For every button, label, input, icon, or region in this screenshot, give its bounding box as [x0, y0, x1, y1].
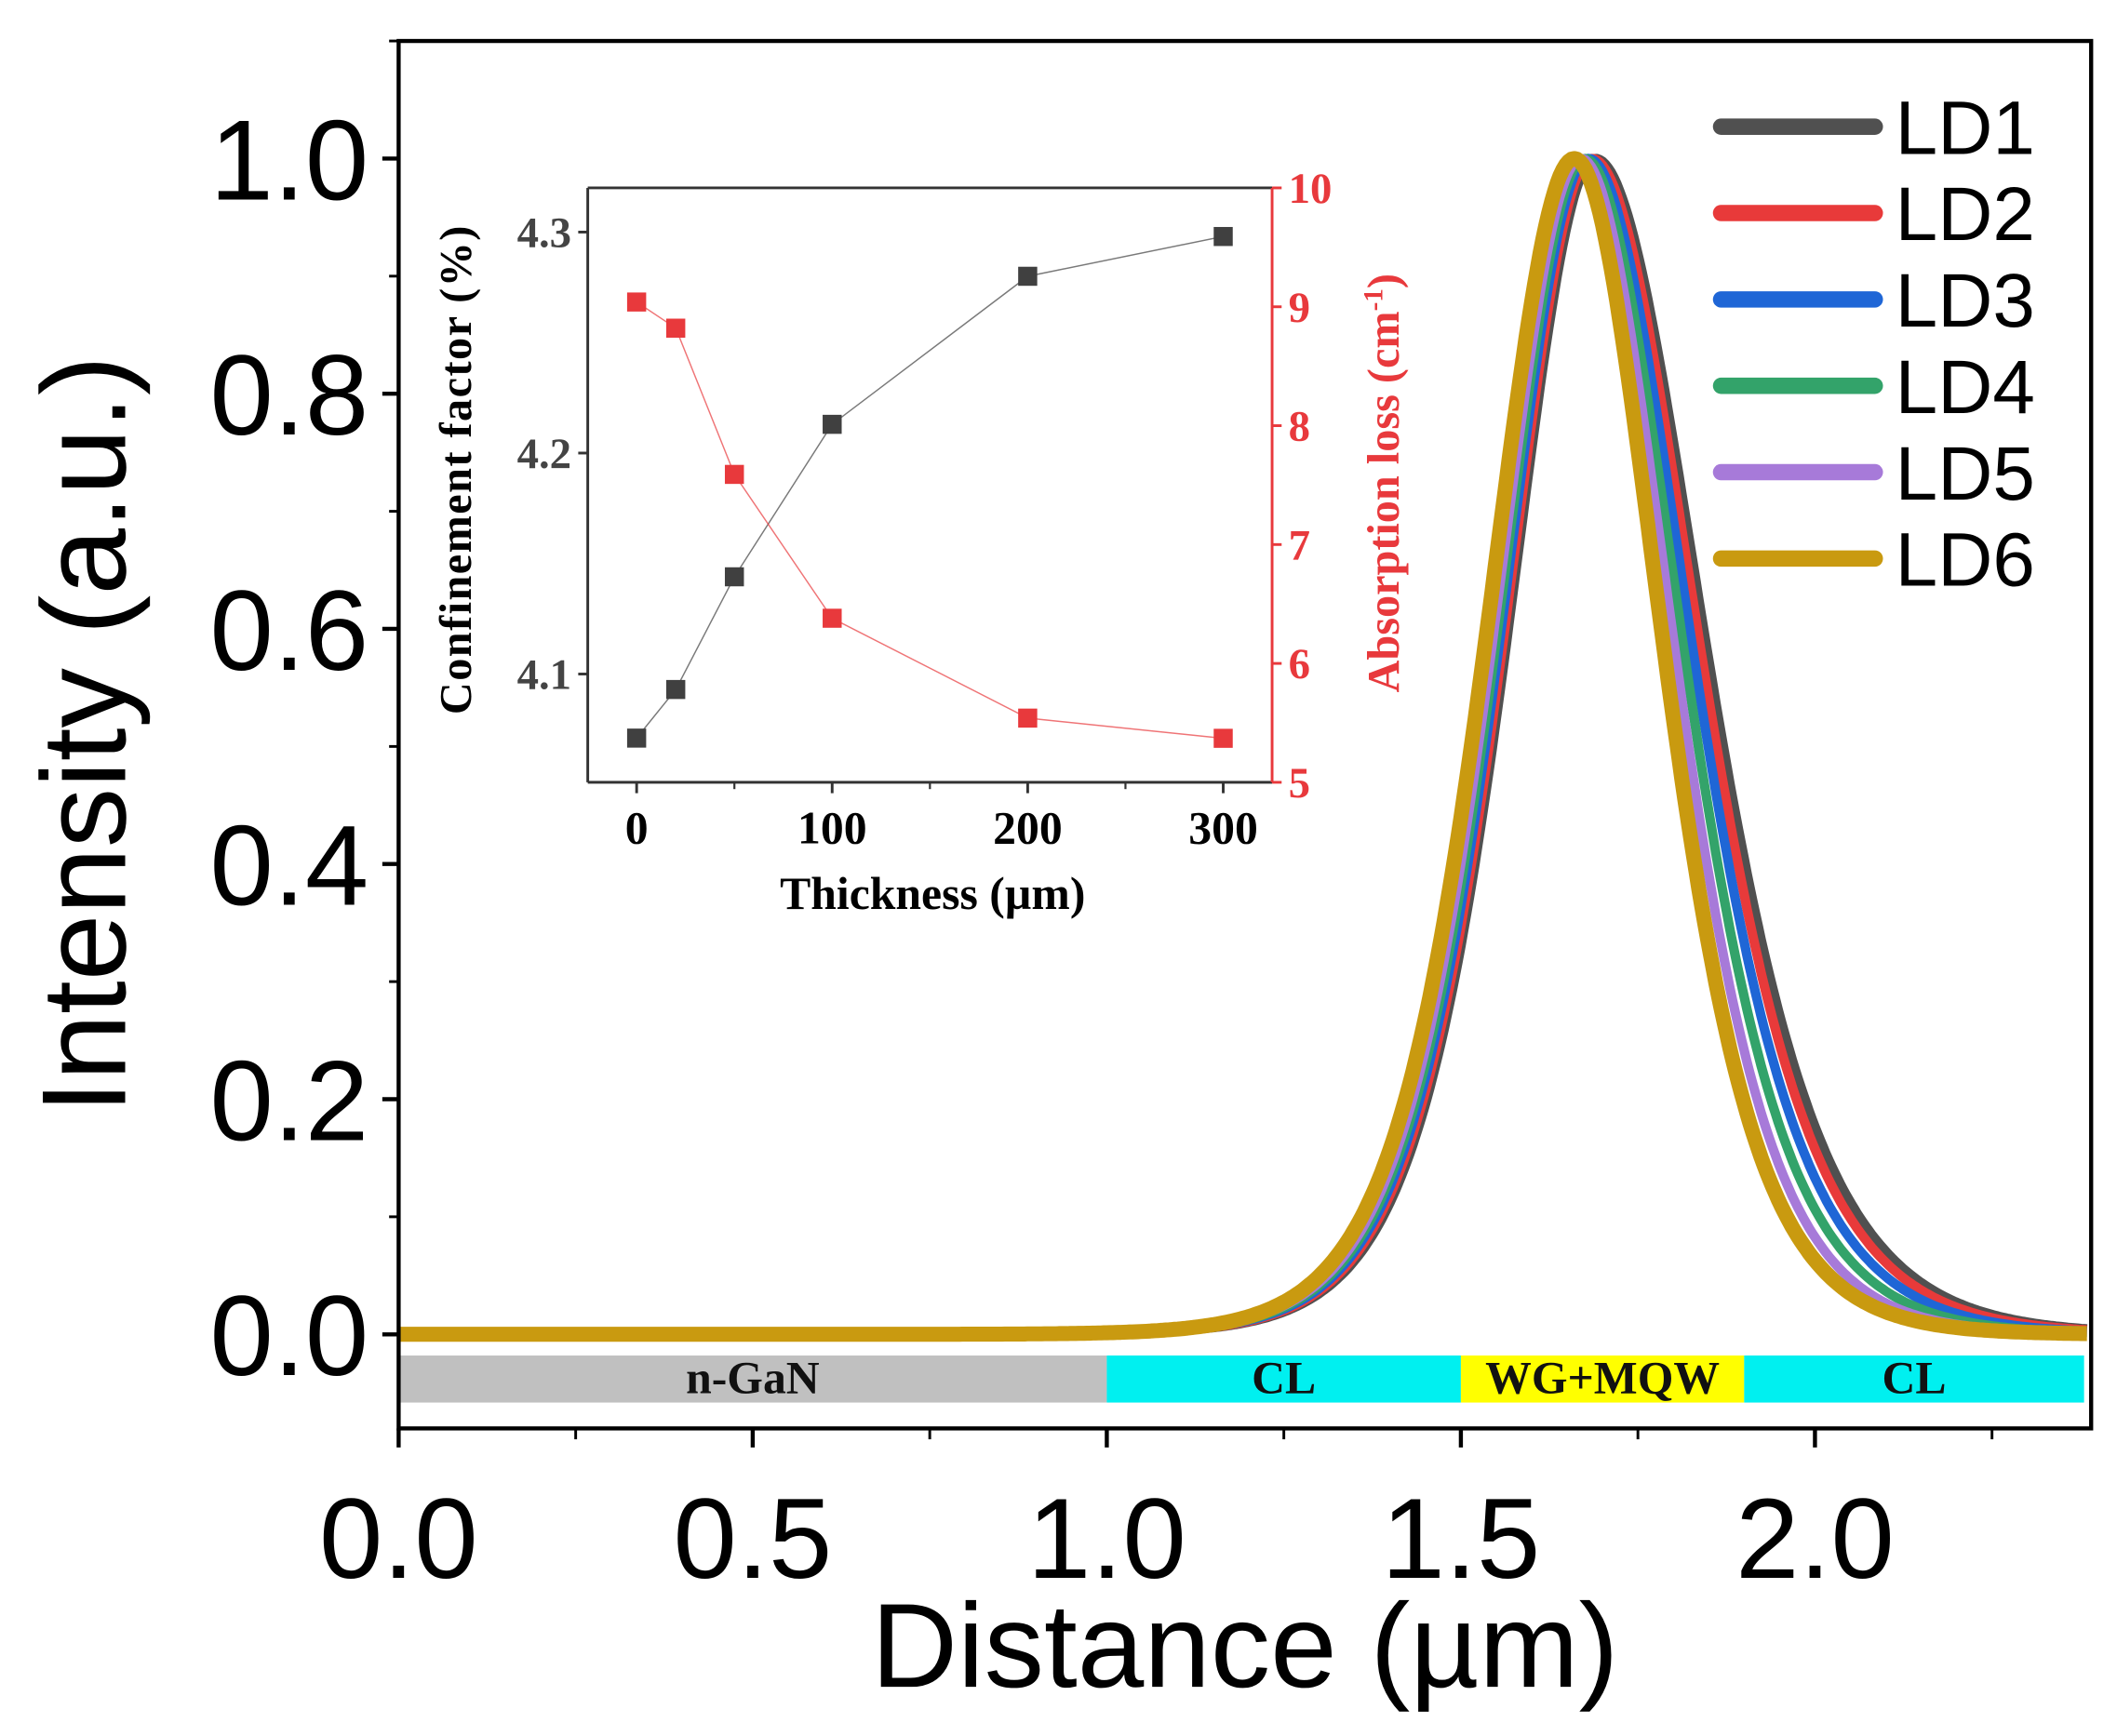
inset-marker-absorption	[724, 464, 744, 485]
inset-yr-tick-label: 5	[1289, 759, 1310, 808]
y-tick-label: 0.4	[210, 803, 369, 930]
layer-label: CL	[1882, 1352, 1946, 1403]
main-chart: n-GaN CL WG+MQW CL 0.0 0.2 0.4 0.6 0.8 1.0 0.0 0.5 1…	[19, 38, 2094, 1713]
inset-x-axis-label: Thickness (µm)	[780, 868, 1085, 919]
inset-yr-tick-label: 7	[1289, 521, 1310, 569]
legend-label: LD5	[1896, 432, 2035, 516]
layer-2	[1460, 1355, 1745, 1403]
inset-left-axis-label: Confinement factor (%)	[432, 224, 481, 714]
inset-yr-tick-label: 9	[1289, 284, 1310, 332]
layer-1	[1106, 1355, 1461, 1403]
y-tick-label: 0.2	[210, 1037, 369, 1165]
inset-yl-tick-label: 4.3	[517, 209, 571, 258]
inset-yr-tick-label: 10	[1289, 165, 1333, 213]
inset-right-axis-label: Absorption loss (cm-1)	[1359, 274, 1409, 692]
inset-chart: 0 100 200 300 4.1 4.2 4.3 5 6 7 8 9 10 Thickness (µm)…	[432, 165, 1409, 919]
y-tick-label: 0.8	[210, 332, 369, 460]
legend-label: LD6	[1896, 518, 2035, 603]
y-axis-label: Intensity (a.u.)	[19, 355, 152, 1114]
x-tick-label: 1.0	[1027, 1476, 1186, 1603]
inset-marker-confinement	[823, 414, 842, 434]
legend-label: LD3	[1896, 259, 2035, 343]
legend-label: LD4	[1896, 345, 2035, 430]
y-tick-label: 0.0	[210, 1273, 369, 1400]
series-line-ld3	[396, 154, 2089, 1340]
inset-marker-confinement	[1213, 226, 1233, 247]
inset-series-line-0	[636, 235, 1224, 739]
layer-0	[398, 1355, 1107, 1403]
inset-marker-confinement	[665, 679, 686, 700]
inset-marker-absorption	[665, 318, 686, 338]
series-line-ld6	[394, 151, 2092, 1342]
inset-yl-tick-label: 4.1	[517, 651, 571, 700]
y-tick-label: 1.0	[210, 97, 369, 224]
main-axes-frame	[396, 38, 2094, 1431]
series-line-ld4	[396, 154, 2089, 1340]
x-axis-label: Distance (µm)	[871, 1580, 1618, 1713]
layer-3	[1744, 1355, 2084, 1403]
inset-right-axis-label-main: Absorption loss (cm	[1360, 311, 1409, 692]
inset-marker-absorption	[1018, 708, 1038, 728]
inset-marker-confinement	[724, 567, 744, 587]
x-tick-label: 0.5	[674, 1476, 833, 1603]
inset-x-tick-label: 0	[625, 803, 649, 854]
inset-yl-tick-label: 4.2	[517, 430, 571, 478]
inset-x-tick-label: 200	[993, 803, 1063, 854]
inset-x-tick-label: 100	[797, 803, 867, 854]
inset-yr-tick-label: 6	[1289, 640, 1310, 688]
legend-label: LD2	[1896, 172, 2035, 257]
inset-marker-absorption	[1213, 728, 1233, 748]
x-tick-label: 0.0	[319, 1476, 478, 1603]
y-tick-label: 0.6	[210, 568, 369, 695]
inset-marker-confinement	[1018, 266, 1038, 287]
inset-yr-tick-label: 8	[1289, 403, 1310, 451]
series-line-ld1	[396, 154, 2089, 1340]
series-line-ld2	[396, 154, 2089, 1340]
inset-right-axis-label-sup: -1	[1359, 288, 1388, 311]
inset-right-axis-label-end: )	[1360, 274, 1409, 288]
legend-label: LD1	[1896, 86, 2035, 170]
layer-label: WG+MQW	[1485, 1352, 1720, 1403]
series-line-ld5	[396, 154, 2089, 1340]
inset-x-tick-label: 300	[1188, 803, 1258, 854]
x-tick-label: 1.5	[1382, 1476, 1541, 1603]
x-tick-label: 2.0	[1735, 1476, 1895, 1603]
inset-marker-absorption	[823, 608, 842, 628]
inset-marker-absorption	[626, 292, 647, 312]
inset-marker-confinement	[626, 728, 647, 748]
inset-series-line-1	[636, 301, 1224, 740]
layer-label: n-GaN	[686, 1352, 820, 1403]
layer-label: CL	[1252, 1352, 1316, 1403]
